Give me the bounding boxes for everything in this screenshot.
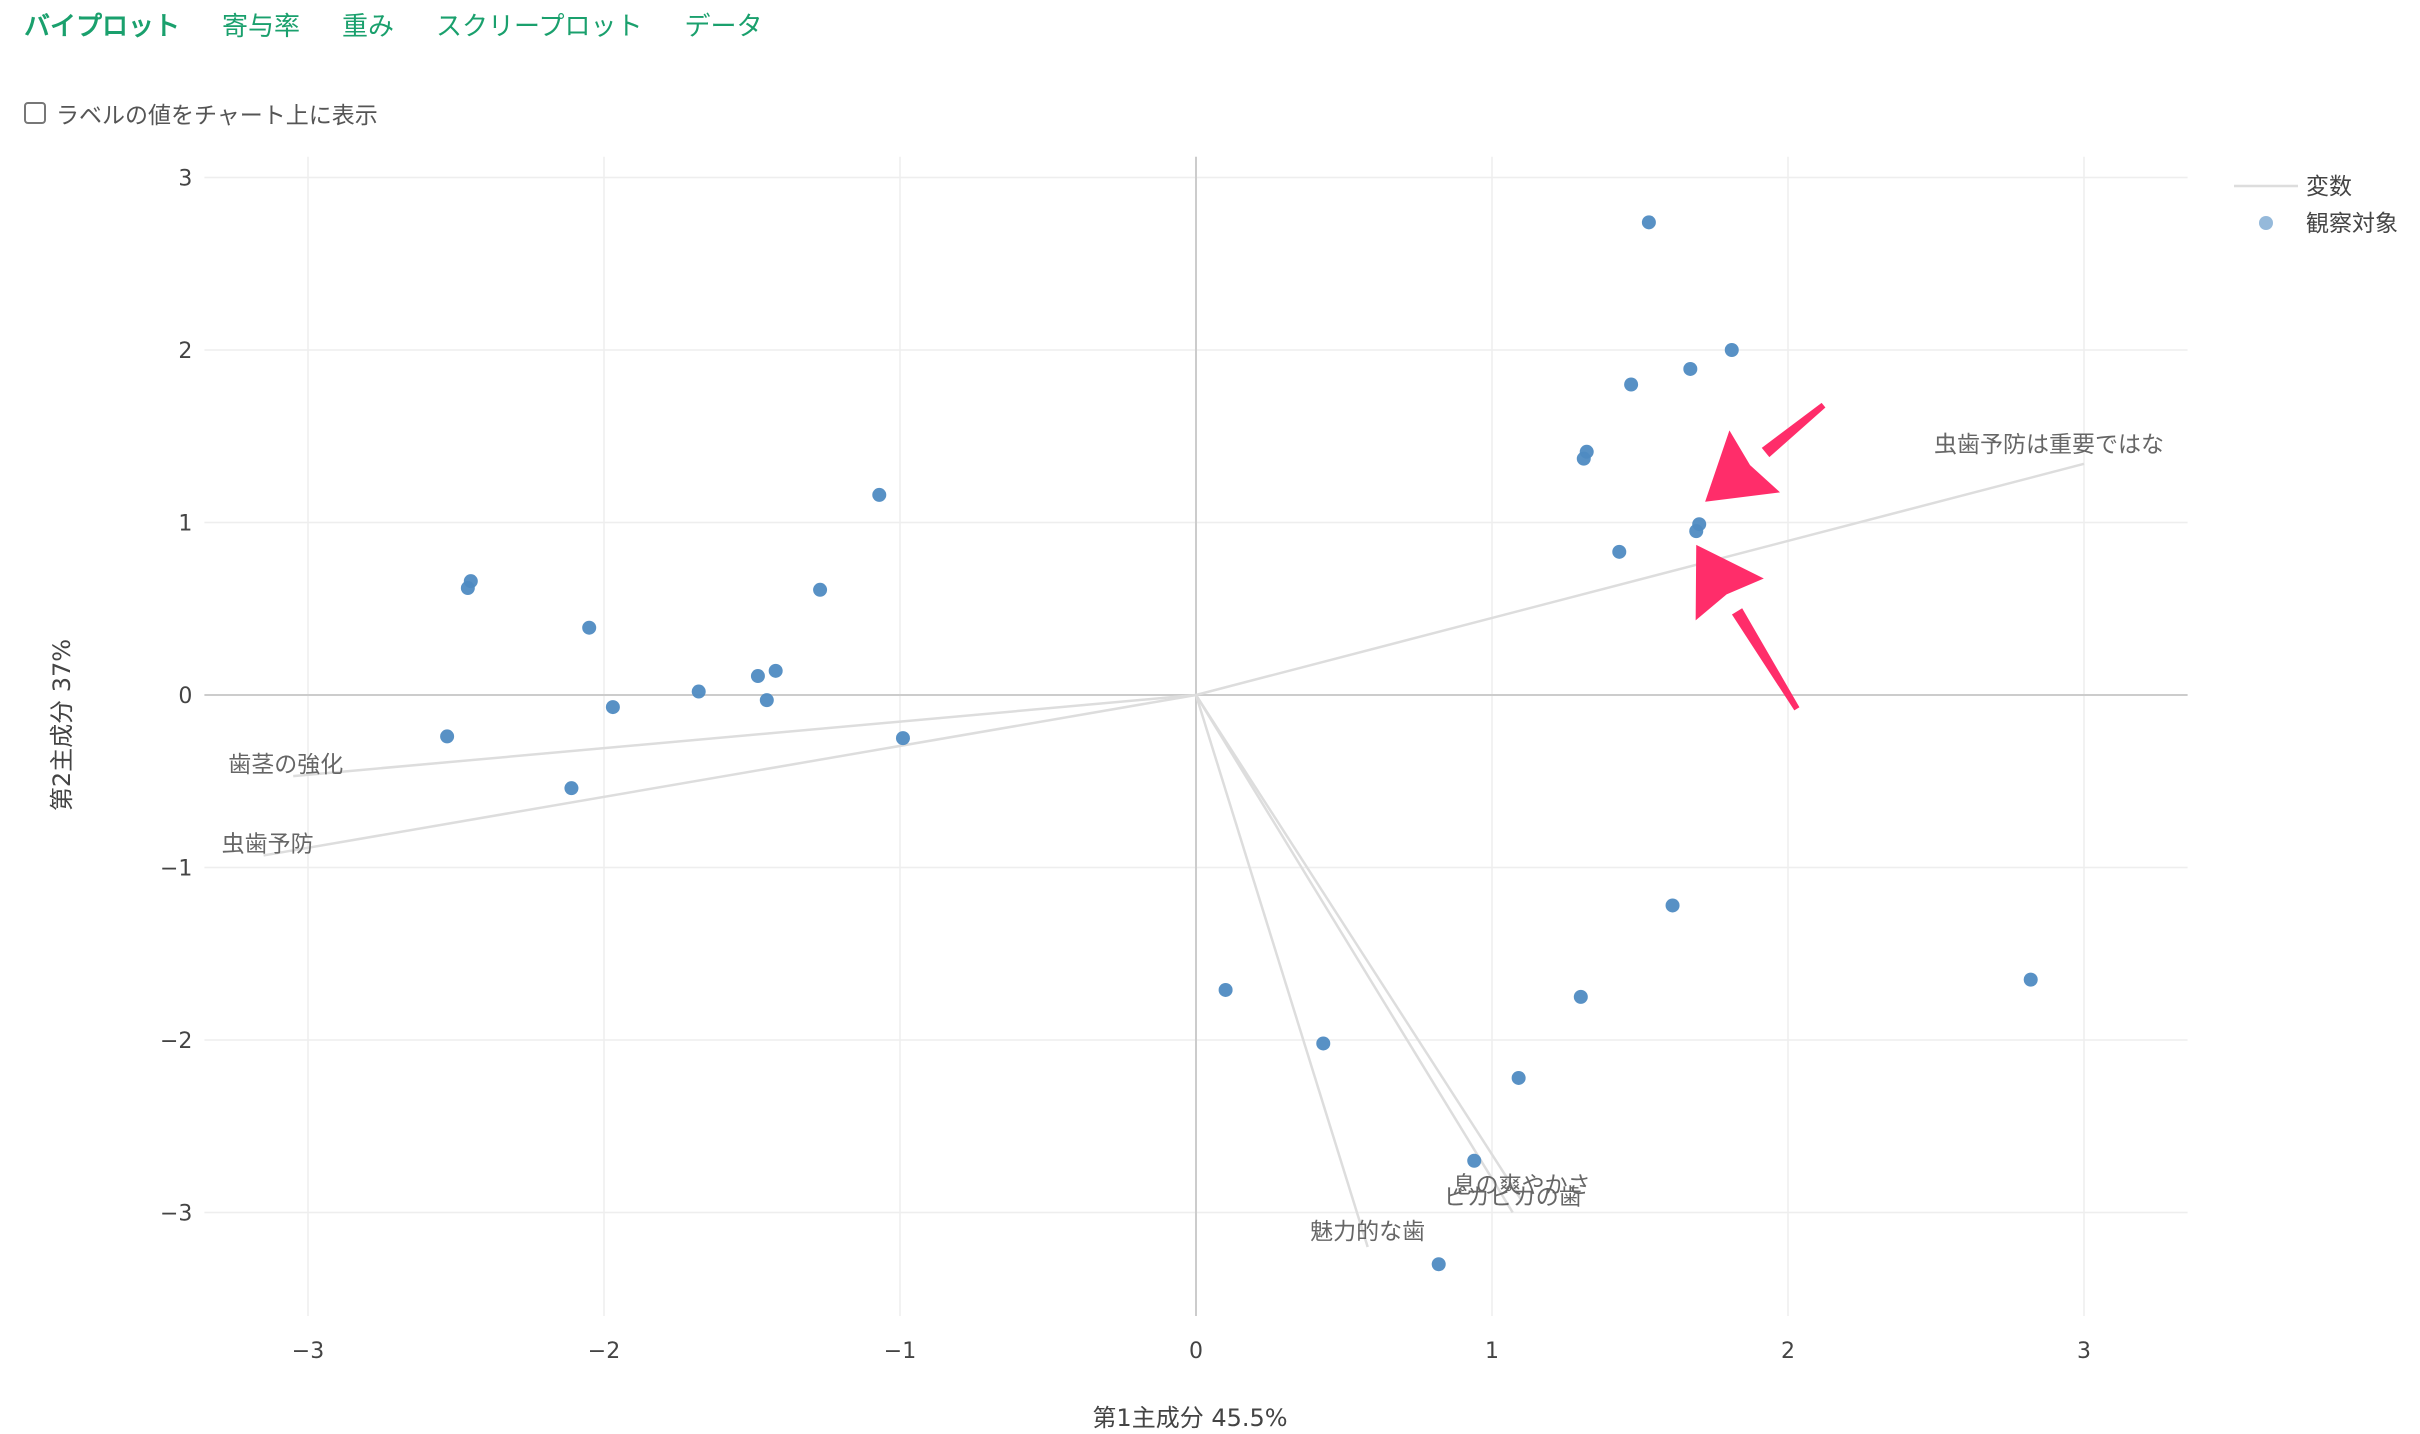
y-tick-label: 2	[178, 339, 192, 364]
observation-point[interactable]	[813, 582, 828, 597]
variable-label: 虫歯予防は重要ではな	[1934, 432, 2164, 458]
observation-point[interactable]	[1689, 524, 1704, 539]
observation-point[interactable]	[759, 693, 774, 708]
tick-labels: −3 −2 −1 0 1 2 3 3 2 1 0 −1 −2 −3	[160, 167, 2091, 1365]
x-tick-label: 2	[1781, 1339, 1795, 1364]
observation-point[interactable]	[1576, 451, 1591, 466]
x-tick-label: −3	[292, 1339, 324, 1364]
observation-point[interactable]	[1511, 1070, 1526, 1085]
arrow-shaft	[1731, 608, 1800, 711]
tab-bar: バイプロット 寄与率 重み スクリープロット データ	[24, 4, 805, 44]
y-tick-label: −1	[160, 857, 192, 882]
observation-point[interactable]	[1316, 1036, 1331, 1051]
observation-point[interactable]	[1683, 361, 1698, 376]
y-tick-label: −2	[160, 1029, 192, 1054]
observation-point[interactable]	[691, 684, 706, 699]
y-axis-title: 第2主成分 37%	[48, 639, 76, 811]
tab-weights[interactable]: 重み	[342, 11, 395, 42]
variable-vector	[263, 693, 1197, 857]
observation-point[interactable]	[895, 731, 910, 746]
observation-point[interactable]	[1641, 215, 1656, 230]
legend-observation-swatch	[2259, 216, 2273, 230]
observation-point[interactable]	[768, 663, 783, 678]
observation-point[interactable]	[582, 620, 597, 635]
annotation-arrow	[1695, 544, 1800, 711]
observation-point[interactable]	[1665, 898, 1680, 913]
observation-point[interactable]	[872, 487, 887, 502]
observation-point[interactable]	[1724, 343, 1739, 357]
observation-point[interactable]	[440, 729, 455, 744]
observation-point[interactable]	[1431, 1257, 1446, 1272]
tab-data[interactable]: データ	[684, 11, 763, 42]
tab-scree-plot[interactable]: スクリープロット	[436, 11, 643, 42]
variable-label: 魅力的な歯	[1310, 1219, 1425, 1245]
legend: 変数 観察対象	[2234, 174, 2398, 237]
x-axis-title: 第1主成分 45.5%	[1092, 1404, 1287, 1432]
y-tick-label: 0	[178, 684, 192, 709]
y-tick-label: −3	[160, 1202, 192, 1227]
observation-point[interactable]	[460, 581, 475, 596]
variable-vector	[1194, 694, 1523, 1202]
tab-biplot[interactable]: バイプロット	[24, 11, 181, 42]
observation-point[interactable]	[2023, 972, 2038, 987]
annotation-arrows	[1695, 402, 1826, 711]
tab-contribution[interactable]: 寄与率	[222, 11, 301, 42]
annotation-arrow	[1705, 402, 1826, 502]
arrow-head	[1695, 544, 1764, 621]
show-labels-option[interactable]: ラベルの値をチャート上に表示	[24, 96, 378, 130]
observation-point[interactable]	[1612, 544, 1627, 559]
y-tick-label: 3	[178, 167, 192, 192]
variable-label: ピカピカの歯	[1444, 1185, 1582, 1211]
x-tick-label: 1	[1485, 1339, 1499, 1364]
legend-observation-label: 観察対象	[2306, 211, 2398, 237]
variable-vector	[293, 693, 1197, 778]
x-tick-label: −1	[884, 1339, 916, 1364]
observation-point[interactable]	[1467, 1153, 1482, 1168]
variable-vector	[1194, 694, 1514, 1214]
variable-label: 虫歯予防	[222, 831, 314, 857]
legend-variable-label: 変数	[2306, 174, 2352, 200]
observation-point[interactable]	[1218, 982, 1233, 997]
show-labels-label: ラベルの値をチャート上に表示	[56, 103, 378, 129]
observation-point[interactable]	[1624, 377, 1639, 392]
observation-point[interactable]	[750, 669, 765, 684]
variable-vectors	[263, 462, 2085, 1248]
variable-label: 歯茎の強化	[228, 752, 343, 778]
show-labels-checkbox[interactable]	[24, 102, 46, 124]
variable-vector	[1195, 462, 2085, 697]
x-tick-label: 0	[1189, 1339, 1203, 1364]
zero-axes	[204, 156, 2188, 1316]
observation-points	[440, 215, 2038, 1272]
observation-point[interactable]	[1573, 989, 1588, 1004]
arrow-shaft	[1761, 402, 1826, 458]
x-tick-label: 3	[2077, 1339, 2091, 1364]
observation-point[interactable]	[605, 700, 620, 715]
y-tick-label: 1	[178, 512, 192, 537]
variable-vector	[1194, 694, 1369, 1248]
x-tick-label: −2	[588, 1339, 620, 1364]
arrow-head	[1705, 430, 1780, 502]
variable-label: 息の爽やかさ	[1453, 1172, 1591, 1198]
observation-point[interactable]	[564, 781, 579, 796]
